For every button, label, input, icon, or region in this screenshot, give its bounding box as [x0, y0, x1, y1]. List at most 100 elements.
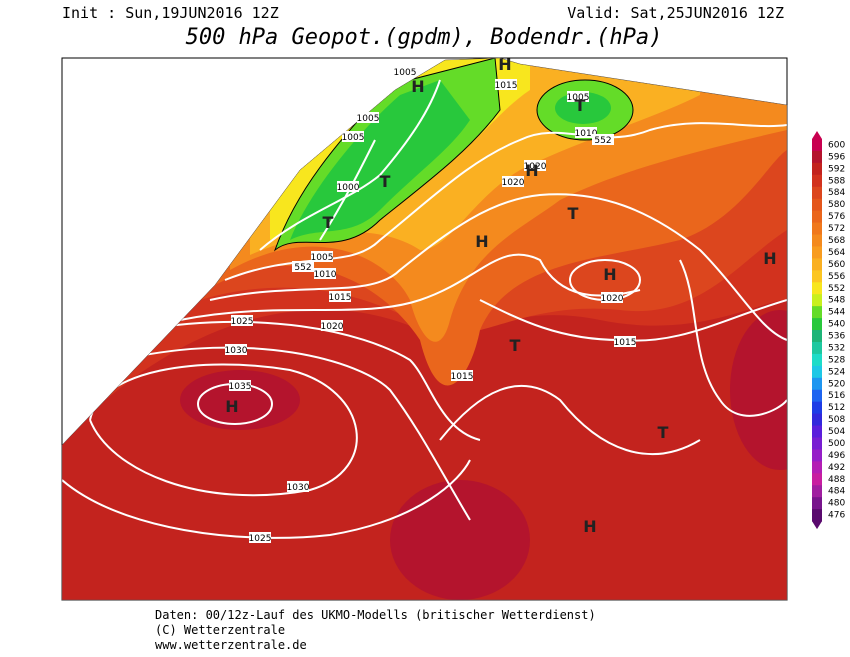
colorbar-swatch: [812, 497, 822, 510]
colorbar-swatch: [812, 437, 822, 450]
pressure-center: H: [498, 55, 511, 74]
colorbar-label: 488: [828, 475, 845, 485]
pressure-center: T: [658, 423, 669, 442]
pressure-center: T: [323, 213, 334, 232]
colorbar-swatch: [812, 162, 822, 176]
colorbar-swatch: [812, 246, 822, 259]
isobar-label: 1015: [329, 293, 352, 303]
colorbar-label: 580: [828, 200, 845, 210]
isobar-label-bg: [567, 91, 589, 102]
isobar-label: 1005: [311, 253, 334, 263]
colorbar-label: 524: [828, 367, 845, 377]
colorbar-label: 476: [828, 511, 845, 521]
isobar-label-bg: [357, 112, 379, 123]
colorbar-swatch: [812, 413, 822, 427]
footer-url: www.wetterzentrale.de: [155, 638, 307, 652]
isobar-label-bg: [329, 291, 351, 302]
pressure-center: H: [475, 232, 488, 251]
isobar-label-bg: [451, 370, 473, 381]
colorbar-label: 508: [828, 415, 845, 425]
pressure-center: H: [411, 77, 424, 96]
colorbar-swatch: [812, 174, 822, 188]
colorbar-swatch: [812, 473, 822, 486]
colorbar: 600 596 592 588 584 580 576 572 568 564 560 556 552 5…: [812, 131, 845, 530]
colorbar-label: 496: [828, 451, 845, 461]
isobar-label: 1020: [601, 294, 624, 304]
isobar-label: 1020: [524, 162, 547, 172]
colorbar-swatch: [812, 509, 822, 522]
colorbar-swatch: [812, 222, 822, 236]
isobar-label: 1005: [357, 114, 380, 124]
colorbar-swatch: [812, 139, 822, 152]
isobar-label: 1010: [314, 270, 337, 280]
footer-source: Daten: 00/12z-Lauf des UKMO-Modells (bri…: [155, 608, 596, 622]
colorbar-label: 516: [828, 391, 845, 401]
colorbar-label: 548: [828, 296, 845, 306]
pressure-center: H: [583, 517, 596, 536]
isobar-label-bg: [311, 251, 333, 262]
colorbar-swatch: [812, 234, 822, 247]
colorbar-label: 520: [828, 379, 845, 389]
footer-copyright: (C) Wetterzentrale: [155, 623, 285, 637]
pressure-center: H: [603, 265, 616, 284]
pressure-center: T: [568, 204, 579, 223]
pressure-center: H: [525, 161, 538, 180]
pressure-center: T: [510, 336, 521, 355]
colorbar-label: 572: [828, 224, 845, 234]
isobar-label: 1005: [567, 93, 590, 103]
colorbar-label: 600: [828, 140, 845, 150]
colorbar-swatch: [812, 258, 822, 271]
colorbar-label: 596: [828, 152, 845, 162]
isobar-label: 1035: [229, 382, 252, 392]
isobar-label: 1010: [575, 129, 598, 139]
isobar-label-bg: [314, 268, 336, 279]
isobar-label-bg: [292, 261, 314, 272]
colorbar-bottom-cap: [812, 521, 822, 530]
colorbar-swatch: [812, 210, 822, 224]
colorbar-label: 512: [828, 403, 845, 413]
colorbar-swatch: [812, 294, 822, 307]
map-title: 500 hPa Geopot.(gpdm), Bodendr.(hPa): [186, 25, 663, 50]
colorbar-swatch: [812, 401, 822, 415]
colorbar-swatch: [812, 425, 822, 438]
colorbar-swatch: [812, 461, 822, 474]
isobar-label-bg: [225, 344, 247, 355]
isobar-label: 1005: [342, 133, 365, 143]
colorbar-label: 504: [828, 427, 845, 437]
colorbar-label: 576: [828, 212, 845, 222]
pressure-center: T: [380, 172, 391, 191]
colorbar-label: 592: [828, 164, 845, 174]
colorbar-label: 532: [828, 343, 845, 353]
isobar-label-bg: [229, 380, 251, 391]
colorbar-swatch: [812, 341, 822, 355]
isobar-label: 552: [594, 136, 611, 146]
isobar-label: 1020: [502, 178, 525, 188]
colorbar-swatch: [812, 353, 822, 367]
isobar-label-bg: [287, 481, 309, 492]
colorbar-label: 484: [828, 487, 845, 497]
colorbar-label: 540: [828, 320, 845, 330]
isobar-label-bg: [337, 181, 359, 192]
isobar-label-bg: [249, 532, 271, 543]
isobar-label: 1030: [225, 346, 248, 356]
colorbar-swatch: [812, 198, 822, 212]
map-labels: 1005100510051000100555210101015102010251…: [225, 55, 777, 544]
colorbar-swatch: [812, 485, 822, 498]
pressure-center: T: [575, 96, 586, 115]
isobar-label-bg: [394, 66, 416, 77]
colorbar-top-cap: [812, 131, 822, 139]
colorbar-swatch: [812, 306, 822, 319]
colorbar-label: 560: [828, 260, 845, 270]
isobar-label: 552: [294, 263, 311, 273]
isobar-label: 1005: [394, 68, 417, 78]
colorbar-label: 564: [828, 248, 845, 258]
isobar-label-bg: [502, 176, 524, 187]
isobar-label-bg: [342, 131, 364, 142]
map-area: 1005100510051000100555210101015102010251…: [61, 55, 788, 601]
isobar-label-bg: [601, 292, 623, 303]
colorbar-swatch: [812, 377, 822, 391]
pressure-center: H: [225, 397, 238, 416]
colorbar-swatch: [812, 270, 822, 283]
isobar-label-bg: [592, 134, 614, 145]
